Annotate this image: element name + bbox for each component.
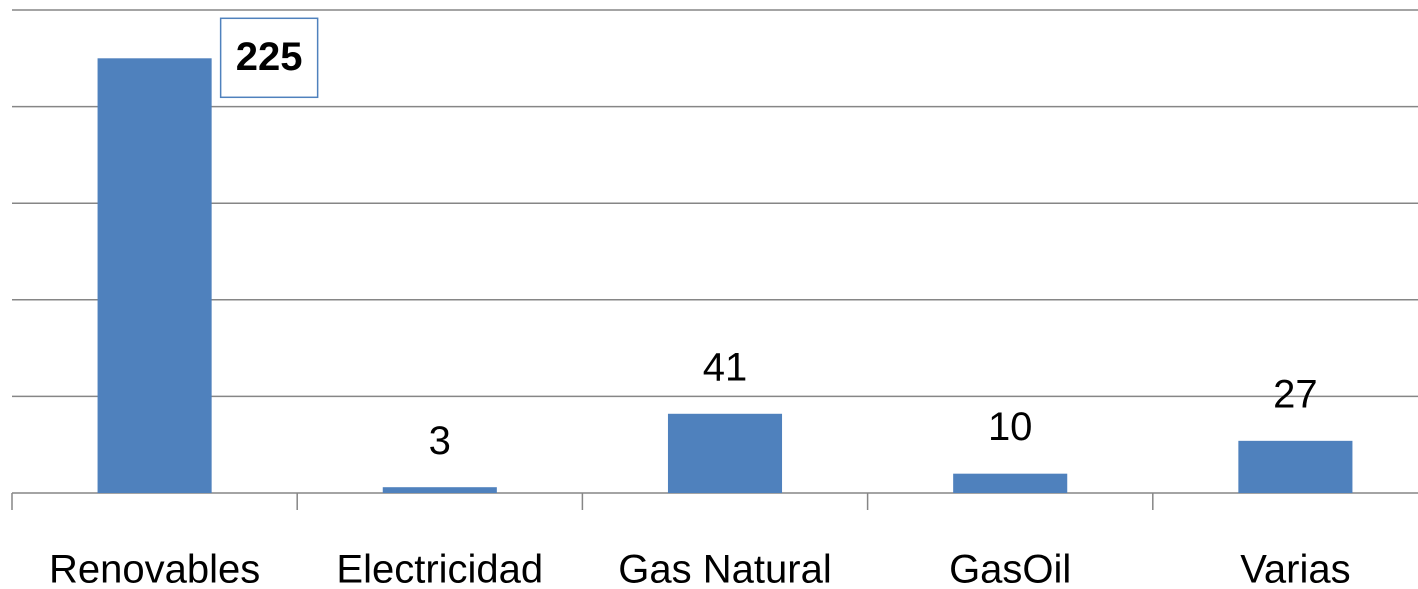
- data-label: 10: [988, 405, 1033, 449]
- data-label: 225: [236, 35, 303, 79]
- data-label: 27: [1273, 372, 1318, 416]
- bar: [667, 413, 783, 493]
- x-tick-label: Gas Natural: [618, 548, 831, 589]
- data-label: 3: [429, 419, 451, 463]
- data-label: 41: [703, 345, 748, 389]
- x-tick-label: Electricidad: [336, 548, 543, 589]
- bar: [382, 487, 497, 493]
- bar: [1238, 440, 1353, 493]
- x-tick-label: Varias: [1240, 548, 1350, 589]
- x-tick-label: Renovables: [49, 548, 260, 589]
- x-tick-label: GasOil: [949, 548, 1071, 589]
- bar: [953, 473, 1068, 493]
- bar: [97, 58, 212, 494]
- data-label-box: [219, 17, 319, 99]
